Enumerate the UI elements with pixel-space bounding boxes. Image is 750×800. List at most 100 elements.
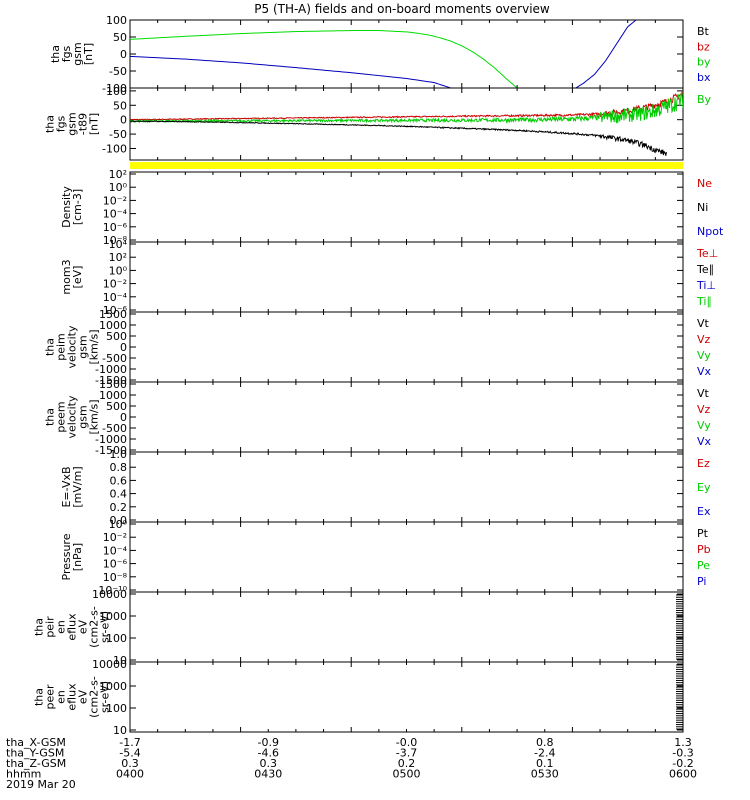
y-tick-label: 0.6 [110,474,128,487]
y-tick-label: 0.0 [110,514,128,527]
y-tick-label: 0 [120,341,127,354]
panel-frame [129,451,684,523]
y-tick-label: 10000 [92,658,127,671]
legend-Vt: Vt [697,387,710,400]
legend-Ne: Ne [697,177,712,190]
axis-value: 0.1 [536,757,554,770]
panel-frame [129,241,684,313]
y-tick-label: 1000 [99,680,127,693]
axis-value: 0.8 [536,736,554,749]
panel-frame [129,381,684,453]
panel-frame [129,171,684,243]
legend-Te∥: Te∥ [696,263,714,276]
axis-value: -5.4 [119,747,140,760]
panel-frame [129,311,684,383]
legend-Ti⊥: Ti⊥ [696,279,716,292]
legend-Ni: Ni [697,201,708,214]
y-tick-label: 10⁻² [103,531,127,544]
axis-value: 0.3 [121,757,139,770]
axis-value: -0.2 [672,757,693,770]
legend-Ti∥: Ti∥ [696,295,712,308]
legend-By: By [697,93,712,106]
legend-Bt: Bt [697,25,710,38]
y-tick-label: -1000 [95,363,127,376]
y-tick-label: 0.2 [110,501,128,514]
legend-Ey: Ey [697,481,711,494]
y-tick-label: 10 [113,654,127,667]
legend-Te⊥: Te⊥ [696,247,718,260]
y-tick-label: 10⁻⁸ [103,571,128,584]
plot-title: P5 (TH-A) fields and on-board moments ov… [254,2,550,16]
axis-value: -1.7 [119,736,140,749]
y-tick-label: 1000 [99,319,127,332]
legend-bz: bz [697,40,710,53]
y-tick-label: 100 [106,14,127,27]
y-tick-label: 100 [106,702,127,715]
y-tick-label: 0 [120,48,127,61]
series-Bz [130,91,683,121]
y-tick-label: 0 [120,114,127,127]
y-tick-label: -100 [102,142,127,155]
y-axis-label: thapeemvelocitygsm[km/s] [43,395,100,438]
legend-by: by [697,56,711,69]
y-tick-label: 10⁻⁶ [103,221,128,234]
y-axis-label: Pressure[nPa] [60,533,84,580]
panel-frame [129,19,684,89]
y-axis-label: Density[cm-3] [60,186,84,228]
panel-frame [129,87,684,161]
y-axis-label: thapeirenefluxeV(cm2-s-sr-eV) [32,606,111,648]
series-Bt [130,120,667,156]
y-tick-label: 10⁰ [109,264,128,277]
legend-Ez: Ez [697,457,710,470]
panel-peir: 10000 1000 100 10thapeirenefluxeV(cm2-s-sr-… [32,588,684,667]
y-tick-label: 10⁴ [109,238,128,251]
panel-frame [129,591,684,663]
y-tick-label: 500 [106,330,127,343]
legend-bx: bx [697,71,711,84]
series-bx [130,55,451,88]
y-tick-label: 500 [106,400,127,413]
y-tick-label: 100 [106,632,127,645]
y-axis-label: mom3[eV] [60,259,84,294]
axis-row-label: hhmm [6,768,41,781]
y-tick-label: 10⁻⁴ [103,291,128,304]
legend-Vt: Vt [697,317,710,330]
axis-value: -4.6 [258,747,279,760]
legend-Pe: Pe [697,559,710,572]
series-by [130,30,518,88]
y-tick-label: 50 [113,99,127,112]
legend-Ex: Ex [697,505,711,518]
y-tick-label: -100 [102,82,127,95]
y-tick-label: 100 [106,85,127,98]
legend-Npot: Npot [697,225,724,238]
y-tick-label: 10000 [92,588,127,601]
panel-fgs: 100 50 0 -50 -100 thafgsgsm[nT] Bt bz by bx [49,14,711,95]
axis-row-label: tha_X-GSM [6,736,66,749]
legend-Vz: Vz [697,333,711,346]
y-tick-label: 10⁰ [109,181,128,194]
axis-value: 0530 [531,768,559,781]
y-tick-label: 10⁻⁶ [103,304,128,317]
y-tick-label: 10⁻⁴ [103,208,128,221]
axis-value: 0500 [393,768,421,781]
series-Bt [575,20,637,88]
y-tick-label: 10⁻⁸ [103,234,128,247]
legend-Vx: Vx [697,365,712,378]
legend-Vx: Vx [697,435,712,448]
axis-value: -0.9 [258,736,279,749]
y-tick-label: 10⁻⁴ [103,544,128,557]
y-tick-label: 0.8 [110,461,128,474]
y-tick-label: 0.4 [110,488,128,501]
series-By [130,91,683,125]
y-axis-label: thapeimvelocitygsm[km/s] [43,325,100,368]
legend-Pb: Pb [697,543,711,556]
y-tick-label: -1500 [95,444,127,457]
legend-Pt: Pt [697,527,709,540]
y-tick-label: 1500 [99,378,127,391]
legend-Vy: Vy [697,419,711,432]
y-axis-label: thafgsgsm-t89[nT] [43,112,100,135]
